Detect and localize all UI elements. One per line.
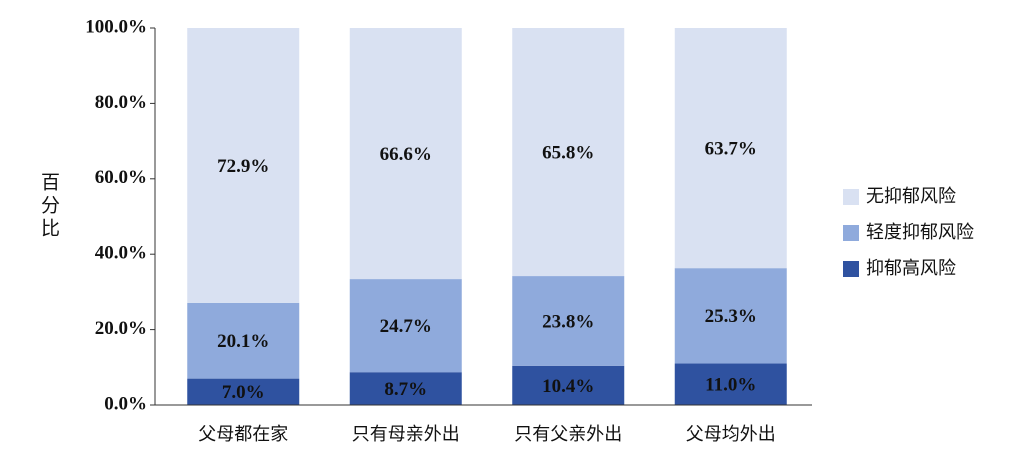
y-tick-label: 60.0%: [95, 167, 147, 188]
data-label: 24.7%: [380, 316, 432, 337]
legend-swatch: [843, 261, 859, 277]
x-tick-label: 父母均外出: [686, 424, 776, 445]
bar-segment: [187, 28, 300, 303]
legend-label: 轻度抑郁风险: [866, 222, 974, 243]
bar-segment: [349, 279, 462, 373]
data-label: 25.3%: [705, 306, 757, 327]
legend-label: 无抑郁风险: [866, 186, 956, 207]
legend-swatch: [843, 225, 859, 241]
data-label: 20.1%: [217, 331, 269, 352]
bar-segment: [349, 28, 462, 280]
data-label: 8.7%: [384, 379, 427, 400]
legend-swatch: [843, 189, 859, 205]
y-axis-label: 百分比: [38, 172, 60, 241]
y-tick-label: 80.0%: [95, 92, 147, 113]
x-tick-label: 只有父亲外出: [514, 424, 622, 445]
y-tick-label: 100.0%: [85, 16, 147, 37]
bar-segment: [187, 378, 300, 405]
data-label: 23.8%: [542, 311, 594, 332]
bar-segment: [512, 276, 625, 366]
y-tick-label: 20.0%: [95, 318, 147, 339]
y-tick-label: 0.0%: [104, 393, 147, 414]
bar-segment: [512, 365, 625, 405]
bar-segment: [349, 372, 462, 405]
data-label: 66.6%: [380, 144, 432, 165]
legend-label: 抑郁高风险: [866, 258, 956, 279]
data-label: 65.8%: [542, 142, 594, 163]
data-label: 10.4%: [542, 376, 594, 397]
data-label: 63.7%: [705, 138, 757, 159]
data-label: 11.0%: [705, 375, 756, 396]
x-tick-label: 只有母亲外出: [352, 424, 460, 445]
data-label: 72.9%: [217, 156, 269, 177]
bar-segment: [674, 268, 787, 364]
bar-segment: [674, 363, 787, 405]
bar-segment: [674, 28, 787, 269]
y-tick-label: 40.0%: [95, 243, 147, 264]
x-tick-label: 父母都在家: [198, 424, 288, 445]
data-label: 7.0%: [222, 382, 265, 403]
bar-segment: [512, 28, 625, 277]
bar-segment: [187, 302, 300, 379]
